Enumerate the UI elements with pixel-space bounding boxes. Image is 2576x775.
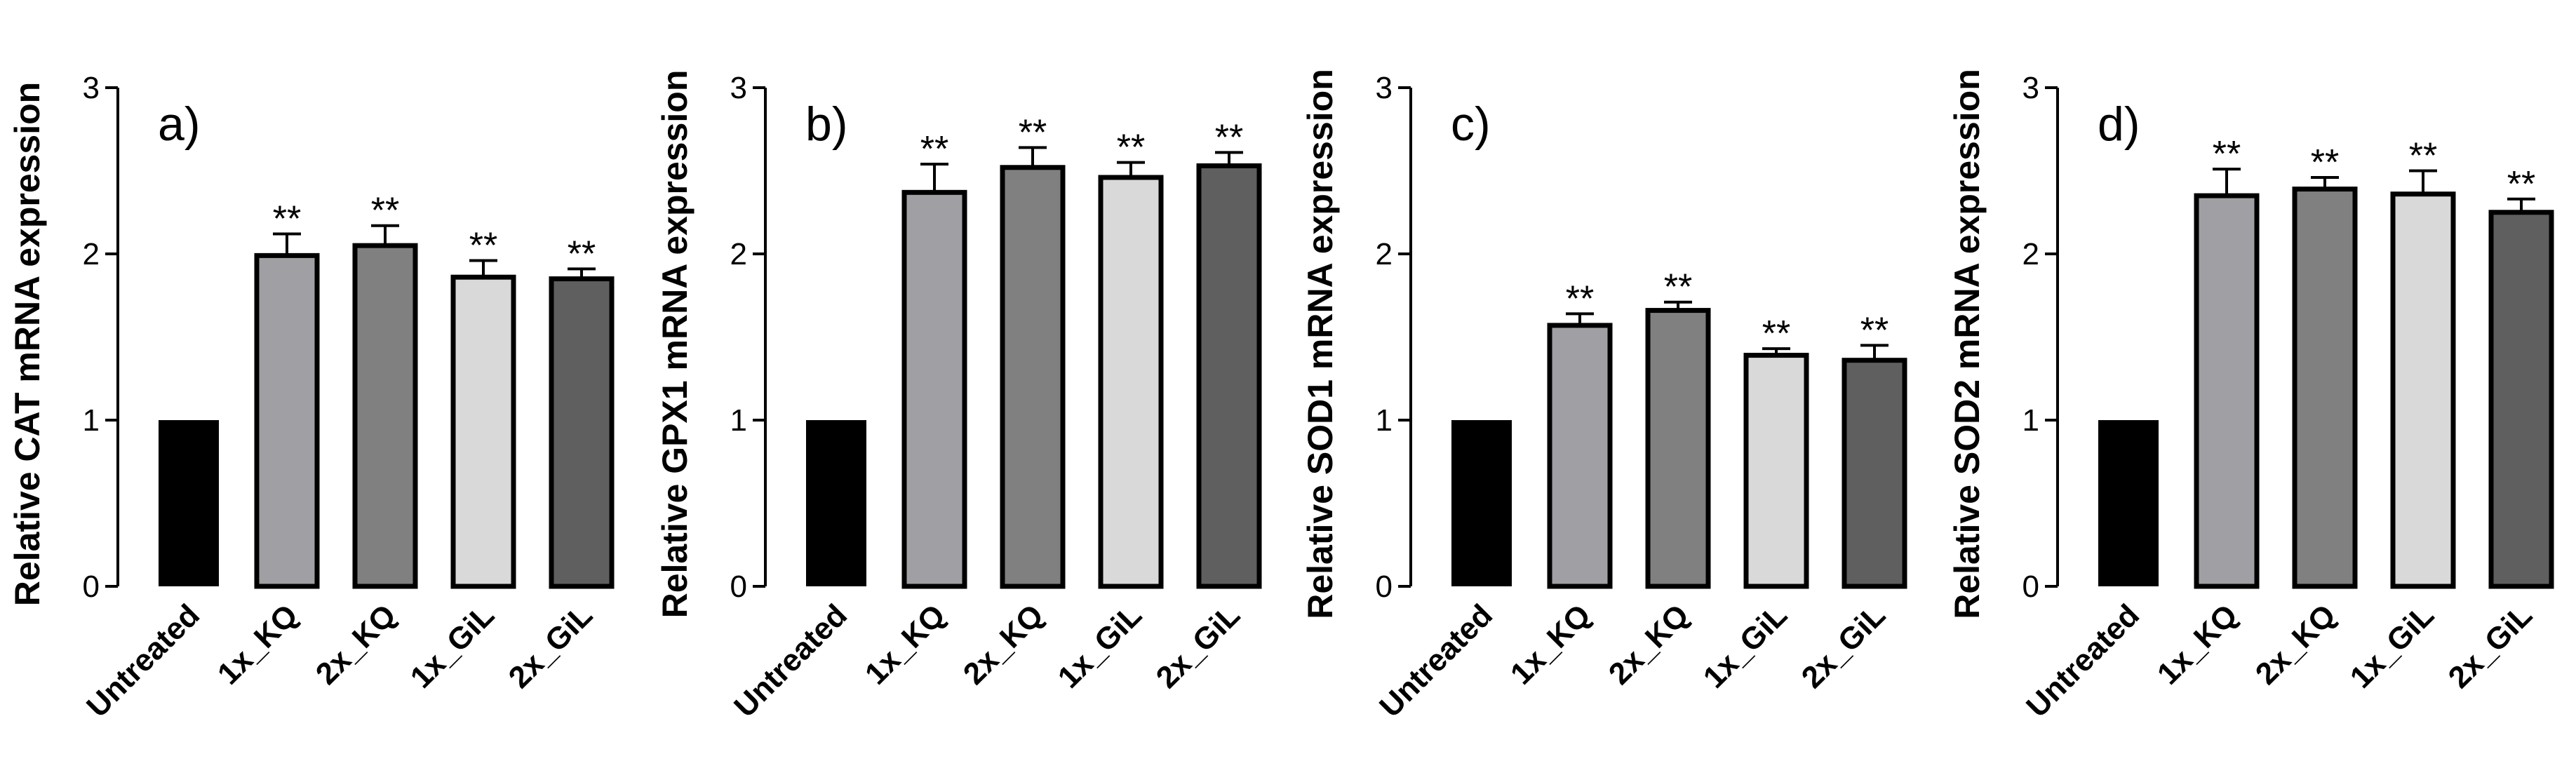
y-tick-label: 3 (83, 71, 100, 105)
x-category-label: Untreated (1373, 598, 1499, 724)
bar (1098, 175, 1164, 589)
bar (1743, 353, 1809, 589)
panel-label: a) (158, 97, 200, 151)
x-category-label: 1x_GiL (1052, 598, 1148, 694)
bar (450, 274, 516, 589)
y-tick-label: 0 (730, 570, 747, 604)
x-category-label: 1x_GiL (404, 598, 501, 694)
significance-marker: ** (2507, 164, 2535, 205)
bar (1645, 308, 1711, 589)
bar (1842, 358, 1907, 589)
bar (1000, 165, 1066, 589)
significance-marker: ** (1860, 310, 1889, 351)
bar (2292, 187, 2358, 589)
significance-marker: ** (1117, 128, 1145, 168)
bar (549, 276, 615, 589)
significance-marker: ** (273, 199, 301, 240)
y-tick-label: 1 (83, 403, 100, 438)
significance-marker: ** (1762, 314, 1790, 354)
bar (2390, 191, 2456, 589)
significance-marker: ** (568, 234, 596, 274)
x-category-label: Untreated (80, 598, 206, 724)
bar (2098, 420, 2159, 586)
x-category-label: 1x_KQ (859, 598, 952, 691)
y-tick-label: 2 (730, 237, 747, 271)
panel-label: d) (2098, 97, 2140, 151)
bar (1451, 420, 1512, 586)
significance-marker: ** (371, 191, 399, 231)
y-tick-label: 1 (730, 403, 747, 438)
significance-marker: ** (1566, 278, 1594, 319)
x-category-label: 1x_KQ (2151, 598, 2244, 691)
panel-4: 0 1 2 3 Relative SOD2 mRNA expression d) Untre… (1947, 69, 2554, 724)
bar (1196, 163, 1262, 589)
y-axis-title: Relative GPX1 mRNA expression (655, 70, 695, 619)
bar (806, 420, 866, 586)
y-tick-label: 0 (2022, 570, 2039, 604)
x-category-label: 2x_GiL (1150, 598, 1247, 694)
x-category-label: 2x_GiL (2442, 598, 2539, 694)
bar (2194, 193, 2260, 589)
significance-marker: ** (1664, 267, 1692, 308)
panel-1: 0 1 2 3 Relative CAT mRNA expression a) Untrea… (8, 71, 615, 724)
y-tick-label: 1 (1376, 403, 1393, 438)
y-tick-label: 2 (2022, 237, 2039, 271)
significance-marker: ** (920, 129, 948, 170)
y-tick-label: 3 (2022, 71, 2039, 105)
panel-label: c) (1451, 97, 1491, 151)
y-axis-title: Relative SOD1 mRNA expression (1301, 69, 1340, 619)
panel-2: 0 1 2 3 Relative GPX1 mRNA expression b) Untre… (655, 70, 1262, 724)
bar (1547, 323, 1613, 589)
x-category-label: 2x_KQ (2249, 598, 2342, 691)
x-category-label: 2x_GiL (1795, 598, 1892, 694)
significance-marker: ** (469, 225, 497, 266)
x-category-label: 2x_KQ (957, 598, 1050, 691)
x-category-label: Untreated (727, 598, 854, 724)
bar (352, 243, 418, 589)
significance-marker: ** (1215, 117, 1243, 158)
x-category-label: Untreated (2020, 598, 2146, 724)
significance-marker: ** (1019, 112, 1047, 153)
y-tick-label: 3 (1376, 71, 1393, 105)
x-category-label: 2x_KQ (309, 598, 403, 691)
y-axis-title: Relative SOD2 mRNA expression (1947, 69, 1987, 619)
y-axis-title: Relative CAT mRNA expression (8, 82, 47, 606)
x-category-label: 2x_GiL (502, 598, 599, 694)
y-tick-label: 0 (83, 570, 100, 604)
bar (901, 189, 967, 589)
x-category-label: 1x_KQ (1504, 598, 1597, 691)
x-category-label: 1x_GiL (1697, 598, 1794, 694)
panel-label: b) (805, 97, 847, 151)
y-tick-label: 0 (1376, 570, 1393, 604)
bar (254, 252, 320, 589)
bar (159, 420, 219, 586)
x-category-label: 2x_KQ (1602, 598, 1696, 691)
y-tick-label: 1 (2022, 403, 2039, 438)
significance-marker: ** (2311, 142, 2339, 183)
bar (2488, 210, 2554, 589)
y-tick-label: 2 (83, 237, 100, 271)
y-tick-label: 3 (730, 71, 747, 105)
panel-3: 0 1 2 3 Relative SOD1 mRNA expression c) Untre… (1301, 69, 1907, 724)
y-tick-label: 2 (1376, 237, 1393, 271)
significance-marker: ** (2213, 134, 2241, 175)
significance-marker: ** (2409, 136, 2437, 177)
x-category-label: 1x_GiL (2344, 598, 2441, 694)
x-category-label: 1x_KQ (211, 598, 304, 691)
